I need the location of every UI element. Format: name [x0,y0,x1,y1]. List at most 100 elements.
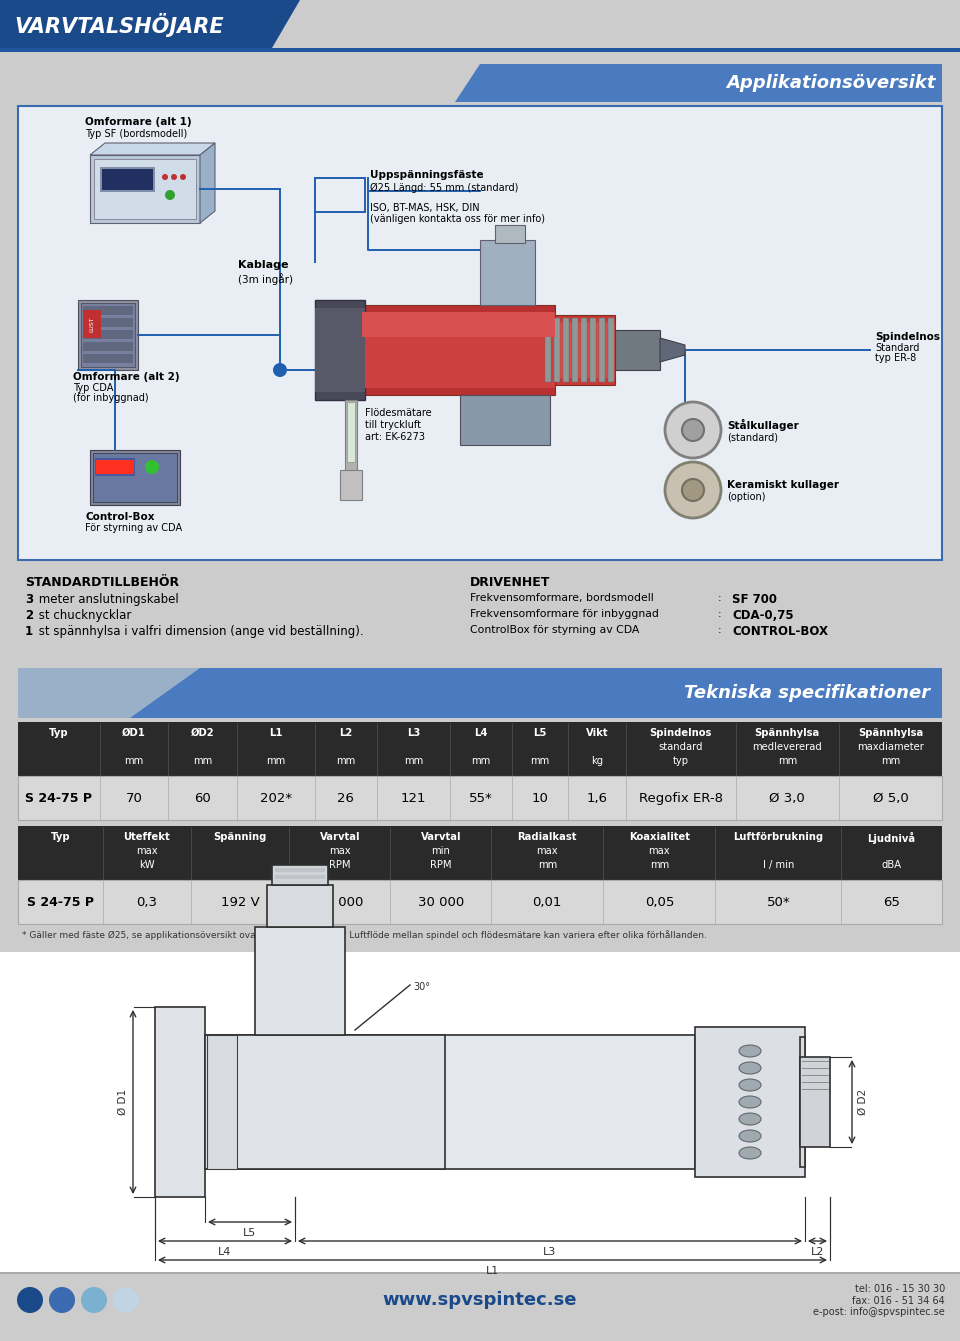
Text: Stålkullager: Stålkullager [727,418,799,430]
Text: (option): (option) [727,492,765,502]
Text: Varvtal: Varvtal [320,831,360,842]
Text: max: max [136,846,157,856]
Text: Spännhylsa: Spännhylsa [858,728,924,738]
Text: meter anslutningskabel: meter anslutningskabel [35,593,179,606]
Text: L2: L2 [811,1247,825,1257]
Text: mm: mm [538,860,557,870]
Polygon shape [90,143,215,156]
Text: ØD1: ØD1 [122,728,146,738]
Text: 1: 1 [25,625,34,638]
Text: 26: 26 [337,791,354,805]
Text: Radialkast: Radialkast [517,831,577,842]
Bar [267,885,333,927]
Bar [205,1035,445,1169]
Ellipse shape [739,1096,761,1108]
Text: * Gäller med fäste Ø25, se applikationsöversikt ovan för varianter.    * * Luftf: * Gäller med fäste Ø25, se applikationsö… [22,931,707,940]
Ellipse shape [739,1080,761,1092]
Circle shape [682,479,704,502]
Ellipse shape [739,1113,761,1125]
Text: mm: mm [650,860,669,870]
Text: Typ CDA: Typ CDA [73,384,113,393]
Bar [93,453,177,502]
Circle shape [682,418,704,441]
Text: kg: kg [591,756,603,766]
Bar [90,156,200,223]
Text: 202*: 202* [260,791,292,805]
Text: tel: 016 - 15 30 30
fax: 016 - 51 34 64
e-post: info@spvspintec.se: tel: 016 - 15 30 30 fax: 016 - 51 34 64 … [813,1283,945,1317]
Text: VARVTALSHÖJARE: VARVTALSHÖJARE [14,13,224,38]
Text: mm: mm [193,756,212,766]
Bar [0,569,960,662]
Text: 30°: 30° [413,982,430,992]
Text: dBA: dBA [881,860,901,870]
Bar [347,402,355,463]
Bar [272,865,328,885]
Text: S 24-75 P: S 24-75 P [25,791,92,805]
Text: :: : [718,625,725,636]
Bar [480,240,535,304]
Bar [83,342,133,351]
Bar [18,721,942,776]
Bar [460,396,550,445]
Ellipse shape [739,1045,761,1057]
Circle shape [113,1287,139,1313]
Text: st spännhylsa i valfri dimension (ange vid beställning).: st spännhylsa i valfri dimension (ange v… [35,625,364,638]
Bar [81,303,135,367]
Bar [102,169,153,190]
Text: Ø D1: Ø D1 [118,1089,128,1116]
Text: L1: L1 [269,728,282,738]
Text: Flödesmätare: Flödesmätare [365,408,432,418]
Circle shape [665,463,721,518]
Text: mm: mm [404,756,423,766]
Bar [18,668,942,717]
Text: Luftförbrukning: Luftförbrukning [733,831,824,842]
Text: Tekniska specifikationer: Tekniska specifikationer [684,684,930,701]
Bar [590,318,596,382]
Text: Keramiskt kullager: Keramiskt kullager [727,480,839,489]
Text: Omformare (alt 2): Omformare (alt 2) [73,371,180,382]
Bar [495,225,525,243]
Bar [83,330,133,339]
Bar [0,48,960,52]
Text: L5: L5 [244,1228,256,1238]
Text: mm: mm [778,756,797,766]
Bar [18,776,942,819]
Circle shape [273,363,287,377]
Bar [155,1007,205,1198]
Circle shape [171,174,177,180]
Text: mm: mm [125,756,144,766]
Text: Spännhylsa: Spännhylsa [755,728,820,738]
Text: 55*: 55* [469,791,492,805]
Bar [554,318,560,382]
Circle shape [17,1287,43,1313]
Bar [83,306,133,315]
Text: Spindelnos: Spindelnos [650,728,712,738]
Ellipse shape [739,1062,761,1074]
Bar [800,1037,805,1167]
Bar [555,315,615,385]
Text: maxdiameter: maxdiameter [857,742,924,752]
Bar [608,318,614,382]
Text: L2: L2 [339,728,352,738]
Text: Koaxialitet: Koaxialitet [629,831,690,842]
Polygon shape [130,668,942,717]
Text: Ljudnivå: Ljudnivå [868,831,916,843]
Bar [18,106,942,561]
Bar [255,927,345,1035]
Text: L1: L1 [486,1266,499,1277]
Bar [572,318,578,382]
Bar [581,318,587,382]
Bar [340,469,362,500]
Circle shape [49,1287,75,1313]
Text: Applikationsöversikt: Applikationsöversikt [727,74,936,93]
Bar [90,451,180,506]
Text: 70: 70 [126,791,142,805]
Text: L5: L5 [534,728,547,738]
Text: RPM: RPM [430,860,451,870]
Text: mm: mm [881,756,900,766]
Bar [0,1273,960,1341]
Text: 10: 10 [532,791,548,805]
Bar [345,400,357,480]
Bar [315,308,365,392]
Text: typ ER-8: typ ER-8 [875,353,916,363]
